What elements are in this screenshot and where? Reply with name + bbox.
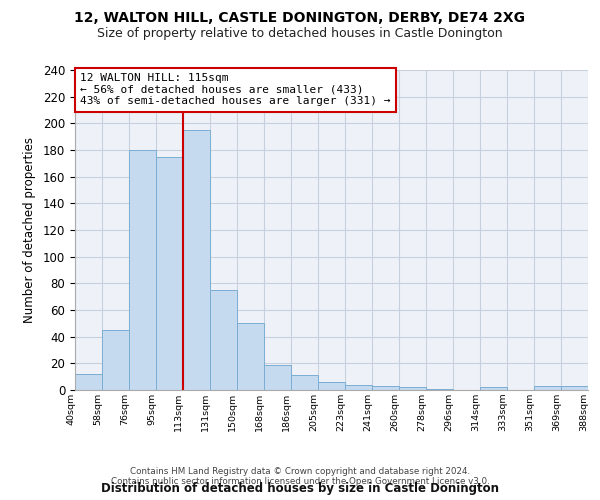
- Bar: [372, 386, 399, 390]
- Bar: [291, 376, 318, 390]
- Text: 12 WALTON HILL: 115sqm
← 56% of detached houses are smaller (433)
43% of semi-de: 12 WALTON HILL: 115sqm ← 56% of detached…: [80, 73, 391, 106]
- Bar: [399, 388, 426, 390]
- Bar: [237, 324, 264, 390]
- Bar: [264, 364, 291, 390]
- Text: Distribution of detached houses by size in Castle Donington: Distribution of detached houses by size …: [101, 482, 499, 495]
- Bar: [156, 156, 183, 390]
- Bar: [75, 374, 102, 390]
- Text: 12, WALTON HILL, CASTLE DONINGTON, DERBY, DE74 2XG: 12, WALTON HILL, CASTLE DONINGTON, DERBY…: [74, 11, 526, 25]
- Bar: [129, 150, 156, 390]
- Bar: [345, 384, 372, 390]
- Bar: [534, 386, 561, 390]
- Bar: [426, 388, 453, 390]
- Bar: [480, 388, 507, 390]
- Y-axis label: Number of detached properties: Number of detached properties: [23, 137, 36, 323]
- Text: Contains HM Land Registry data © Crown copyright and database right 2024.: Contains HM Land Registry data © Crown c…: [130, 467, 470, 476]
- Bar: [210, 290, 237, 390]
- Text: Contains public sector information licensed under the Open Government Licence v3: Contains public sector information licen…: [110, 477, 490, 486]
- Bar: [561, 386, 588, 390]
- Bar: [318, 382, 345, 390]
- Text: Size of property relative to detached houses in Castle Donington: Size of property relative to detached ho…: [97, 28, 503, 40]
- Bar: [102, 330, 129, 390]
- Bar: [183, 130, 210, 390]
